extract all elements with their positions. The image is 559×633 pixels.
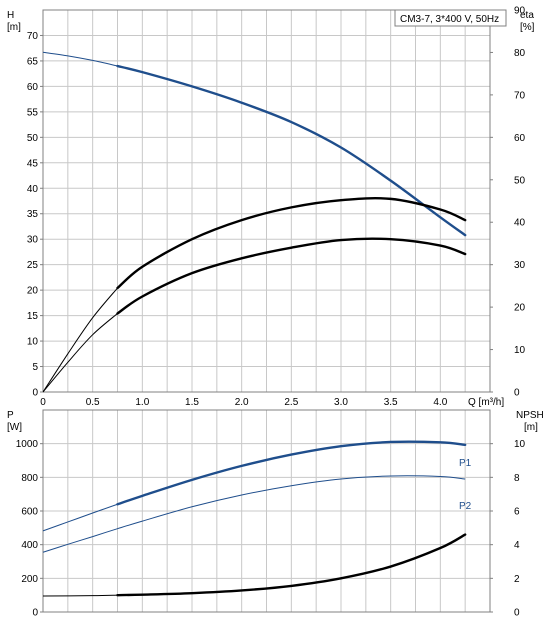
x-tick-label: 3.5: [384, 397, 398, 408]
top-left-tick-label: 40: [27, 184, 39, 195]
top-left-tick-label: 5: [32, 362, 38, 373]
series-eta-total-line: [116, 237, 467, 315]
bottom-left-tick-labels: 0 200 400 600 800 1000: [16, 439, 43, 619]
series-npsh-line: [116, 533, 467, 597]
series-eta-pump-line: [116, 197, 467, 290]
top-left-tick-label: 20: [27, 286, 39, 297]
bottom-right-tick-label: 8: [514, 473, 520, 484]
top-left-tick-label: 15: [27, 311, 39, 322]
top-right-tick-label: 80: [514, 48, 526, 59]
series-p2-thin-line: [42, 475, 466, 553]
series-eta-total-thin-line: [42, 313, 118, 393]
left-axis-title-p: P: [7, 410, 14, 421]
series-eta-pump-thin-line: [42, 287, 118, 393]
top-left-tick-labels: 0 5 10 15 20 25 30 35 40 45 50 55 60 65 70: [27, 31, 43, 399]
x-tick-label: 2.5: [284, 397, 298, 408]
bottom-right-tick-label: 6: [514, 507, 520, 518]
bottom-chart-series: [42, 440, 467, 597]
x-tick-label: 4.0: [433, 397, 447, 408]
left-axis-unit-h: [m]: [7, 22, 21, 33]
top-right-tick-label: 50: [514, 175, 526, 186]
x-tick-label: 1.5: [185, 397, 199, 408]
top-left-tick-label: 25: [27, 260, 39, 271]
x-axis-title: Q [m³/h]: [468, 397, 504, 408]
top-left-tick-label: 55: [27, 107, 39, 118]
top-left-tick-label: 10: [27, 337, 39, 348]
top-left-tick-label: 30: [27, 235, 39, 246]
bottom-chart-grid: [43, 410, 490, 612]
right-axis-unit-eta: [%]: [520, 22, 535, 33]
top-left-tick-label: 60: [27, 82, 39, 93]
top-chart-series: [42, 51, 467, 393]
top-right-tick-label: 40: [514, 218, 526, 229]
x-tick-labels: 0 0.5 1.0 1.5 2.0 2.5 3.0 3.5 4.0: [40, 397, 448, 408]
right-axis-title-eta: eta: [520, 10, 534, 21]
bottom-left-tick-label: 1000: [16, 439, 39, 450]
top-right-tick-label: 70: [514, 90, 526, 101]
chart-title-box: [394, 9, 507, 27]
bottom-left-tick-label: 400: [21, 540, 38, 551]
bottom-left-tick-label: 0: [32, 608, 38, 619]
series-h-thin-line: [42, 51, 118, 67]
right-axis-unit-npsh: [m]: [524, 422, 538, 433]
bottom-left-tick-label: 800: [21, 473, 38, 484]
top-right-tick-label: 30: [514, 260, 526, 271]
series-label-p1: P1: [459, 458, 472, 469]
series-h-line: [116, 64, 467, 237]
top-left-tick-label: 35: [27, 209, 39, 220]
top-left-tick-label: 50: [27, 133, 39, 144]
series-p1-thin-line: [42, 503, 118, 532]
right-axis-title-npsh: NPSH: [516, 410, 544, 421]
left-axis-title-h: H: [7, 10, 14, 21]
x-tick-label: 1.0: [135, 397, 149, 408]
bottom-left-tick-label: 200: [21, 574, 38, 585]
x-tick-label: 2.0: [235, 397, 249, 408]
top-chart-grid: [43, 10, 490, 392]
series-label-p2: P2: [459, 501, 472, 512]
top-left-tick-label: 65: [27, 56, 39, 67]
top-right-tick-label: 0: [514, 388, 520, 399]
top-left-tick-label: 0: [32, 388, 38, 399]
top-right-tick-label: 90: [514, 6, 526, 17]
bottom-right-tick-label: 4: [514, 540, 520, 551]
bottom-right-tick-labels: 0 2 4 6 8 10: [490, 439, 526, 619]
bottom-right-tick-label: 0: [514, 608, 520, 619]
series-npsh-thin-line: [42, 594, 118, 597]
top-chart-frame: [42, 9, 491, 393]
top-right-tick-labels: 0 10 20 30 40 50 60 70 80 90: [490, 6, 526, 399]
bottom-left-tick-label: 600: [21, 507, 38, 518]
x-tick-label: 3.0: [334, 397, 348, 408]
x-tick-label: 0.5: [86, 397, 100, 408]
top-left-tick-label: 70: [27, 31, 39, 42]
bottom-right-tick-label: 10: [514, 439, 526, 450]
left-axis-unit-p: [W]: [7, 422, 22, 433]
chart-title: CM3-7, 3*400 V, 50Hz: [400, 14, 499, 25]
top-right-tick-label: 20: [514, 303, 526, 314]
x-tick-label: 0: [40, 397, 46, 408]
top-left-tick-label: 45: [27, 158, 39, 169]
top-right-tick-label: 10: [514, 345, 526, 356]
top-right-tick-label: 60: [514, 133, 526, 144]
bottom-right-tick-label: 2: [514, 574, 520, 585]
series-p1-line: [116, 440, 467, 506]
